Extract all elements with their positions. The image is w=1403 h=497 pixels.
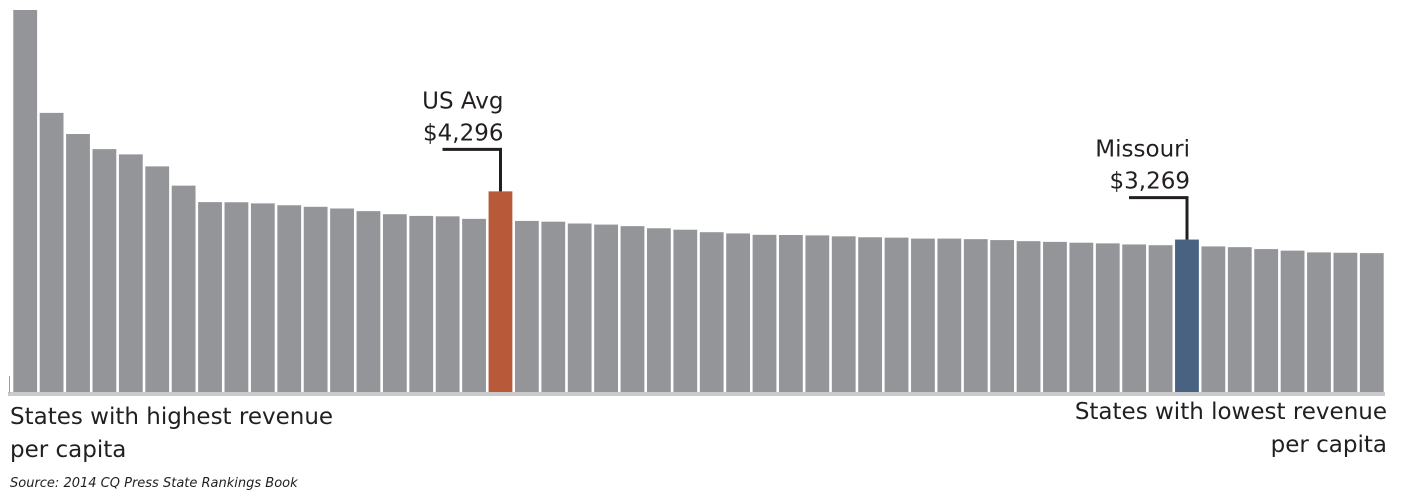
bar [831, 236, 856, 393]
bar [92, 149, 117, 393]
callout-value-missouri: $3,269 [1110, 169, 1190, 195]
bar [1095, 243, 1120, 393]
bar [620, 226, 645, 393]
bar [250, 203, 275, 393]
bar [990, 240, 1015, 393]
bar [858, 237, 883, 393]
bar [277, 205, 302, 393]
bar [13, 10, 38, 393]
bar [224, 202, 249, 393]
callout-name-us-avg: US Avg [422, 88, 503, 114]
bar [303, 206, 328, 393]
bar [198, 202, 222, 393]
caption-highest-line-1: States with highest revenue [10, 404, 334, 430]
bar [1280, 250, 1305, 393]
bar [171, 185, 196, 393]
caption-lowest-line-2: per capita [1270, 432, 1387, 458]
bar [779, 235, 803, 393]
bar [409, 215, 434, 393]
bar [805, 235, 830, 393]
bar [937, 238, 962, 393]
caption-highest-line-2: per capita [10, 437, 127, 463]
callout-name-missouri: Missouri [1095, 137, 1190, 163]
bar [39, 112, 64, 393]
bar [1069, 242, 1094, 393]
bars-layer [8, 10, 1385, 396]
bar [699, 232, 724, 393]
bar [145, 166, 170, 393]
bar [1016, 241, 1041, 393]
bar [66, 134, 90, 393]
bar [752, 234, 777, 393]
bar [541, 221, 566, 393]
baseline [8, 392, 1385, 396]
bar [1227, 247, 1252, 393]
bar-us-avg [488, 191, 513, 393]
bar [1333, 252, 1358, 393]
caption-lowest: States with lowest revenue per capita [1007, 396, 1387, 462]
bar [726, 233, 750, 393]
bar [435, 216, 460, 393]
bar [462, 218, 486, 393]
caption-lowest-line-1: States with lowest revenue [1074, 399, 1387, 425]
bar [514, 220, 539, 393]
bar [594, 224, 618, 393]
bar [1043, 241, 1067, 393]
bar [567, 223, 592, 393]
bar [673, 229, 698, 393]
bar [884, 237, 909, 393]
bar [118, 154, 143, 393]
callout-leader-us-avg [442, 147, 502, 192]
bar [1359, 253, 1384, 393]
bar [1201, 246, 1226, 393]
bar-missouri [1175, 239, 1199, 393]
bar [382, 214, 407, 393]
bar [356, 211, 381, 393]
callout-value-us-avg: $4,296 [423, 120, 503, 146]
caption-highest: States with highest revenue per capita [10, 401, 390, 467]
callout-leader-missouri [1129, 196, 1189, 240]
bar [1307, 252, 1331, 393]
annotations-layer: US Avg $4,296 Missouri $3,269 [422, 88, 1190, 240]
bar [330, 208, 354, 393]
bar [1148, 245, 1173, 393]
bar [963, 239, 988, 393]
bar [911, 238, 935, 393]
bar [1254, 249, 1279, 393]
bar [1122, 244, 1147, 393]
bar [646, 228, 671, 393]
source-note: Source: 2014 CQ Press State Rankings Boo… [10, 476, 298, 491]
